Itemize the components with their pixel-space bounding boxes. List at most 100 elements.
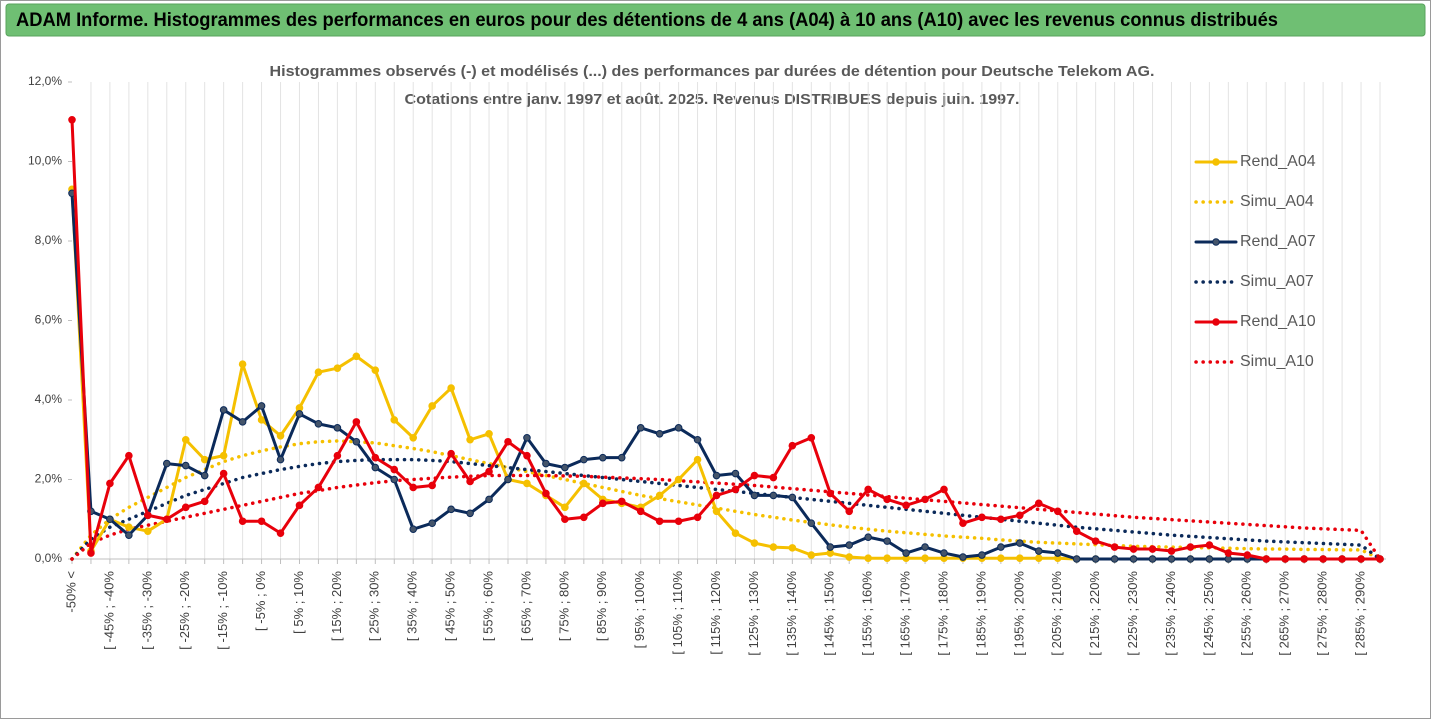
point <box>561 515 569 524</box>
point <box>598 499 607 508</box>
point <box>409 433 418 442</box>
point <box>409 483 418 492</box>
point <box>390 416 399 424</box>
point <box>276 529 285 537</box>
x-tick-label: [ 145% ; 150% <box>822 571 837 656</box>
point <box>1129 545 1138 553</box>
point <box>940 485 948 494</box>
point <box>674 475 683 484</box>
point <box>333 451 342 460</box>
x-tick-label: [ 215% ; 220% <box>1087 571 1102 656</box>
point <box>580 513 588 522</box>
point <box>1110 555 1119 563</box>
point <box>883 495 891 504</box>
point <box>523 433 531 442</box>
point <box>409 525 418 533</box>
point <box>864 554 872 563</box>
point <box>352 437 361 446</box>
y-tick-label: 4,0% <box>35 392 63 406</box>
point <box>1053 549 1062 557</box>
point <box>238 418 247 426</box>
x-tick-label: [ 185% ; 190% <box>973 571 988 656</box>
point <box>1034 499 1043 508</box>
point <box>864 533 872 541</box>
x-tick-label: [ 15% ; 20% <box>329 571 344 642</box>
point <box>693 435 702 444</box>
point <box>902 549 910 557</box>
point <box>542 489 550 498</box>
x-tick-label: [ 105% ; 110% <box>670 571 685 655</box>
x-tick-label: [ 205% ; 210% <box>1049 571 1064 656</box>
point <box>807 433 816 442</box>
point <box>87 549 95 557</box>
point <box>845 541 854 549</box>
point <box>257 517 266 526</box>
point <box>295 410 304 418</box>
point <box>428 519 436 528</box>
x-tick-label: [ 95% ; 100% <box>632 571 647 649</box>
point <box>238 517 247 526</box>
legend-label: Rend_A07 <box>1240 233 1316 250</box>
point <box>769 543 778 551</box>
point <box>617 453 626 462</box>
point <box>1148 545 1157 553</box>
point <box>390 465 399 474</box>
point <box>257 402 266 410</box>
point <box>466 435 474 444</box>
point <box>314 483 323 492</box>
point <box>883 537 891 545</box>
point <box>447 384 455 392</box>
point <box>466 477 474 486</box>
point <box>1129 555 1138 563</box>
x-tick-label: [ 245% ; 250% <box>1201 571 1216 656</box>
point <box>200 497 209 506</box>
legend-label: Rend_A10 <box>1240 313 1316 330</box>
point <box>769 473 778 482</box>
chart-title: Cotations entre janv. 1997 et août. 2025… <box>405 91 1020 108</box>
point <box>1016 554 1024 563</box>
point <box>219 406 228 414</box>
series-line <box>70 118 1382 561</box>
point <box>371 453 380 462</box>
point <box>712 471 721 480</box>
point <box>1016 511 1024 520</box>
point <box>219 451 228 460</box>
point <box>352 352 361 361</box>
point <box>466 509 474 518</box>
x-tick-label: [ 165% ; 170% <box>898 571 913 656</box>
point <box>807 519 816 528</box>
point <box>636 424 645 432</box>
point <box>655 517 664 526</box>
point <box>200 455 209 464</box>
series-line <box>70 191 1382 561</box>
point <box>997 543 1005 551</box>
point <box>144 511 152 520</box>
point <box>1186 555 1195 563</box>
point <box>1034 554 1043 563</box>
point <box>617 497 626 506</box>
point <box>485 467 493 476</box>
y-tick-label: 12,0% <box>28 74 62 88</box>
point <box>257 416 266 424</box>
point <box>655 429 664 438</box>
point <box>314 368 323 376</box>
point <box>1091 555 1100 563</box>
point <box>902 501 910 510</box>
point <box>371 463 380 472</box>
point <box>125 523 133 532</box>
point <box>238 360 247 369</box>
point <box>561 503 569 512</box>
point <box>485 429 493 438</box>
point <box>674 517 683 526</box>
point <box>921 554 929 563</box>
x-tick-label: [ 225% ; 230% <box>1125 571 1140 656</box>
point <box>788 544 797 552</box>
point <box>580 455 588 464</box>
header-title: ADAM Informe. Histogrammes des performan… <box>16 10 1278 31</box>
point <box>1072 527 1081 535</box>
point <box>693 455 702 464</box>
point <box>959 553 967 561</box>
point <box>181 461 190 470</box>
x-tick-label: [ 75% ; 80% <box>556 571 571 642</box>
